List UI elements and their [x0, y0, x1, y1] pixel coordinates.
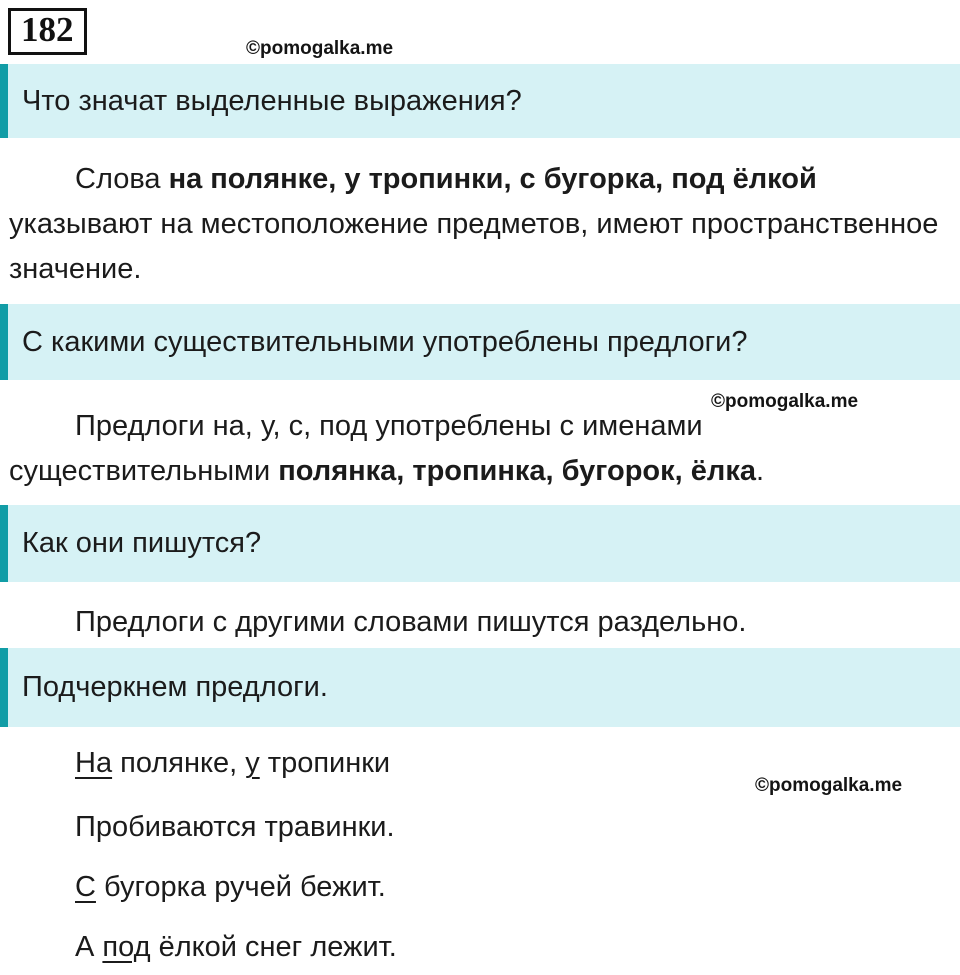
question-4-text: Подчеркнем предлоги. [22, 671, 328, 703]
poem-line-2: Пробиваются травинки. [75, 809, 395, 845]
underlined-preposition-u: у [245, 747, 260, 779]
poem-line-4-text-a: А [75, 931, 103, 963]
question-1-text: Что значат выделенные выражения? [22, 84, 522, 117]
poem-line-3: С бугорка ручей бежит. [75, 869, 386, 905]
poem-line-2-text: Пробиваются травинки. [75, 811, 395, 843]
question-bar-4: Подчеркнем предлоги. [0, 648, 960, 727]
answer-paragraph-3: Предлоги с другими словами пишутся разде… [75, 606, 747, 638]
answer-1-post: указывают на местоположение предметов, и… [9, 208, 939, 285]
answer-2-bold-nouns: полянка, тропинка, бугорок, ёлка [278, 455, 756, 487]
answer-2-post: . [755, 455, 765, 487]
question-bar-3: Как они пишутся? [0, 505, 960, 582]
question-3-text: Как они пишутся? [22, 527, 262, 559]
question-2-text: С какими существительными употреблены пр… [22, 325, 748, 358]
question-bar-1: Что значат выделенные выражения? [0, 64, 960, 138]
watermark-bottom: ©pomogalka.me [755, 775, 903, 796]
exercise-number-box: 182 [8, 8, 87, 55]
answer-2-pre: Предлоги на, у, с, под употреблены с име… [9, 410, 703, 487]
poem-line-4-text-b: ёлкой снег лежит. [150, 931, 397, 963]
poem-line-1: На полянке, у тропинки [75, 745, 390, 781]
exercise-number: 182 [21, 10, 74, 49]
answer-paragraph-2: Предлоги на, у, с, под употреблены с име… [9, 404, 953, 494]
poem-line-1-text-a: полянке, [112, 747, 246, 779]
answer-1-pre: Слова [75, 163, 169, 195]
underlined-preposition-s: С [75, 871, 96, 903]
poem-line-4: А под ёлкой снег лежит. [75, 929, 397, 965]
underlined-preposition-pod: под [102, 931, 151, 963]
watermark-middle: ©pomogalka.me [711, 391, 859, 412]
answer-paragraph-1: Слова на полянке, у тропинки, с бугорка,… [9, 157, 953, 292]
underlined-preposition-na: На [75, 747, 113, 779]
answer-1-bold-phrases: на полянке, у тропинки, с бугорка, под ё… [168, 163, 817, 195]
poem-line-1-text-b: тропинки [259, 747, 391, 779]
poem-line-3-text: бугорка ручей бежит. [95, 871, 386, 903]
question-bar-2: С какими существительными употреблены пр… [0, 304, 960, 380]
watermark-top: ©pomogalka.me [246, 38, 394, 59]
